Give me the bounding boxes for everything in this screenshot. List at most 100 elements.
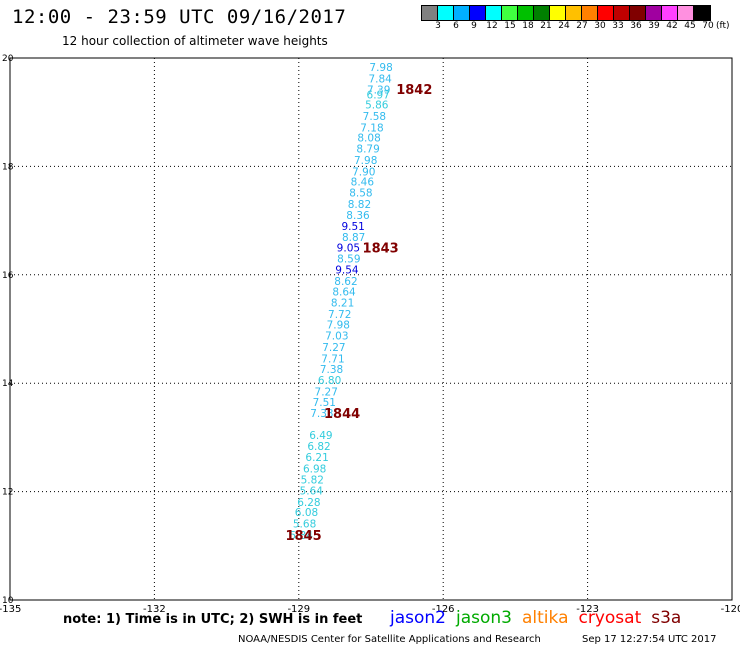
legend-label: 42 [666, 21, 678, 31]
legend-label: 33 [612, 21, 624, 31]
legend-swatch [582, 6, 598, 20]
legend-swatch [566, 6, 582, 20]
wave-height-label: 7.38 [320, 364, 343, 376]
wave-height-label: 7.03 [325, 331, 348, 343]
legend-swatch [630, 6, 646, 20]
wave-height-label: 8.36 [346, 210, 370, 222]
wave-height-label: 7.72 [328, 309, 351, 321]
wave-height-label: 8.08 [357, 133, 380, 145]
chart-subtitle: 12 hour collection of altimeter wave hei… [62, 34, 328, 48]
legend-swatch [454, 6, 470, 20]
legend-label: 27 [576, 21, 588, 31]
legend-label: 45 [684, 21, 696, 31]
legend-swatch [502, 6, 518, 20]
legend-unit: (ft) [716, 21, 730, 31]
wave-height-label: 8.59 [337, 254, 360, 266]
y-tick-label: 18 [2, 162, 14, 172]
y-tick-label: 12 [2, 488, 13, 498]
wave-height-label: 6.08 [295, 507, 318, 519]
legend-swatch [422, 6, 438, 20]
wave-height-label: 7.98 [354, 155, 377, 167]
footer-credit: NOAA/NESDIS Center for Satellite Applica… [238, 634, 541, 645]
y-tick-label: 16 [2, 271, 14, 281]
wave-height-label: 5.64 [300, 486, 324, 498]
y-tick-label: 10 [2, 596, 14, 606]
wave-height-label: 5.68 [293, 519, 316, 531]
wave-height-label: 7.33 [310, 408, 333, 420]
chart-title: 12:00 - 23:59 UTC 09/16/2017 [12, 6, 347, 28]
wave-height-label: 6.49 [309, 430, 332, 442]
color-legend [421, 5, 711, 21]
map-frame [9, 57, 733, 601]
wave-height-label: 9.51 [341, 221, 364, 233]
x-tick-label: -123 [576, 604, 599, 615]
wave-height-label: 9.54 [335, 264, 359, 276]
wave-height-label: 8.64 [332, 287, 356, 299]
wave-height-label: 8.58 [349, 187, 372, 199]
wave-height-label: 8.46 [351, 177, 375, 189]
legend-label: 21 [540, 21, 552, 31]
legend-label: 36 [630, 21, 642, 31]
wave-height-label: 7.84 [368, 74, 392, 86]
wave-height-label: 6.82 [307, 441, 330, 453]
legend-swatch [470, 6, 486, 20]
wave-height-label: 8.62 [334, 276, 357, 288]
satellite-jason3: jason3 [456, 608, 512, 628]
legend-label: 30 [594, 21, 606, 31]
wave-height-label: 7.27 [322, 342, 345, 354]
wave-height-label: 6.21 [305, 452, 328, 464]
wave-height-label: 7.27 [315, 386, 338, 398]
legend-label: 3 [435, 21, 441, 31]
legend-swatch [646, 6, 662, 20]
legend-label: 39 [648, 21, 660, 31]
wave-height-label: 7.90 [352, 166, 375, 178]
wave-height-label: 6.98 [303, 463, 326, 475]
legend-label: 18 [522, 21, 534, 31]
footer-timestamp: Sep 17 12:27:54 UTC 2017 [582, 634, 717, 645]
legend-swatch [662, 6, 678, 20]
wave-height-label: 6.28 [297, 497, 320, 509]
satellite-jason2: jason2 [390, 608, 446, 628]
wave-height-label: 7.51 [313, 397, 336, 409]
wave-height-label: 5.82 [301, 475, 324, 487]
wave-height-label: 7.98 [327, 320, 350, 332]
wave-height-label: 8.79 [356, 144, 379, 156]
legend-swatch [518, 6, 534, 20]
legend-swatch [550, 6, 566, 20]
time-marker: 1843 [363, 242, 399, 257]
legend-label: 15 [504, 21, 516, 31]
wave-height-label: 5.84 [290, 530, 314, 542]
legend-swatch [678, 6, 694, 20]
wave-height-label: 7.18 [360, 122, 383, 134]
wave-height-label: 5.86 [365, 100, 389, 112]
wave-height-label: 6.97 [367, 89, 390, 101]
time-marker: 1845 [286, 529, 322, 544]
x-tick-label: -135 [0, 604, 21, 615]
legend-swatch [598, 6, 614, 20]
legend-swatch [694, 6, 710, 20]
wave-height-label: 8.87 [342, 232, 365, 244]
wave-height-label: 8.21 [331, 297, 354, 309]
wave-height-label: 9.05 [337, 243, 360, 255]
footer-note: note: 1) Time is in UTC; 2) SWH is in fe… [63, 612, 363, 627]
satellite-cryosat: cryosat [578, 608, 642, 628]
y-tick-label: 14 [2, 379, 14, 389]
satellite-legend: jason2 jason3 altika cryosat s3a [390, 608, 691, 628]
legend-swatch [438, 6, 454, 20]
legend-label: 6 [453, 21, 459, 31]
legend-swatch [486, 6, 502, 20]
wave-height-label: 7.39 [367, 84, 390, 96]
x-tick-label: -132 [143, 604, 166, 615]
y-tick-label: 20 [2, 54, 14, 64]
legend-swatch [614, 6, 630, 20]
satellite-altika: altika [522, 608, 569, 628]
wave-height-label: 7.71 [321, 353, 344, 365]
wave-height-label: 6.80 [318, 375, 341, 387]
x-tick-label: -129 [287, 604, 310, 615]
legend-labels: 3 6 9 12 15 18 21 24 27 30 33 36 39 42 45 70 [421, 21, 740, 35]
x-tick-label: -126 [432, 604, 455, 615]
time-marker: 1844 [324, 407, 360, 422]
wave-height-label: 7.98 [369, 62, 392, 74]
legend-label: 24 [558, 21, 570, 31]
